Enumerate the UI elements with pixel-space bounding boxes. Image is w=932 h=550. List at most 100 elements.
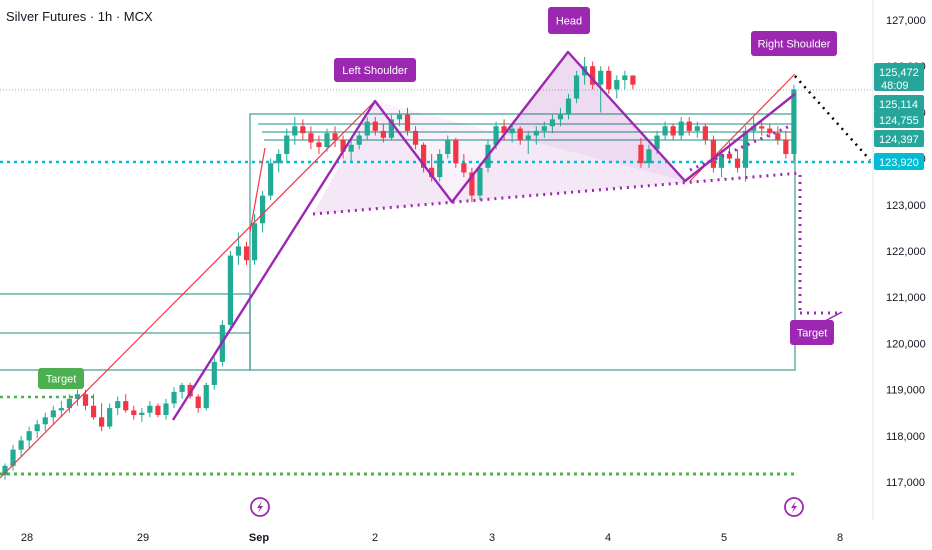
candle-body [445, 140, 451, 154]
lightning-icon [250, 497, 270, 517]
candle [533, 126, 539, 145]
candle [18, 435, 24, 457]
lightning-icon [784, 497, 804, 517]
x-tick-label: Sep [249, 532, 269, 544]
candle-body [171, 391, 177, 404]
channel-line [689, 124, 791, 172]
price-tag: 123,920 [874, 153, 924, 170]
annotation-text: Target [46, 374, 77, 386]
candle [517, 126, 523, 145]
candle [783, 130, 789, 159]
candle-body [421, 144, 427, 168]
candle-body [533, 130, 539, 136]
candle [743, 126, 749, 182]
candle-body [590, 66, 596, 85]
neckline [312, 171, 801, 216]
candle-body [573, 75, 580, 99]
candle-body [58, 408, 64, 411]
candle-body [396, 114, 403, 120]
price-tag-text: 123,920 [879, 157, 919, 169]
candle-body [163, 403, 169, 416]
candle-body [147, 405, 153, 413]
pattern-fill [313, 52, 795, 214]
candle-body [195, 396, 201, 409]
candle [702, 123, 708, 145]
y-tick-label: 122,000 [886, 246, 926, 258]
candle [501, 119, 507, 141]
candle-body [726, 153, 733, 159]
y-tick-label: 117,000 [886, 477, 925, 489]
candle [718, 149, 725, 178]
candle [445, 135, 451, 159]
candle [638, 137, 644, 168]
annotation-text: Right Shoulder [758, 39, 831, 51]
candle [74, 389, 81, 406]
candle-body [131, 410, 137, 416]
candle-body [412, 130, 419, 145]
candle [557, 107, 564, 127]
candle-body [678, 121, 684, 136]
candle-body [461, 163, 467, 173]
candle [404, 107, 411, 136]
candle [66, 394, 72, 413]
candle [412, 126, 419, 150]
candle-body [630, 75, 636, 85]
candle-body [437, 153, 443, 178]
y-tick-label: 119,000 [886, 385, 925, 397]
candle-body [710, 140, 716, 168]
candle [767, 123, 773, 138]
candles [2, 56, 797, 480]
candle-body [300, 126, 306, 134]
trend-line [249, 147, 266, 233]
candle [26, 426, 32, 450]
candle-body [260, 195, 266, 224]
range-box [249, 113, 796, 371]
candle-body [622, 75, 628, 81]
candle-body [90, 405, 97, 418]
candle [775, 126, 781, 145]
candle [34, 419, 40, 439]
candle-body [251, 223, 258, 261]
candle-body [751, 126, 757, 131]
chart-title: Silver Futures · 1h · MCX [6, 9, 153, 24]
annotation-text: Target [797, 328, 828, 340]
annotation-box [790, 320, 834, 345]
lightning-icon-bolt [791, 501, 797, 513]
candle-body [340, 140, 346, 152]
price-tag-text: 124,397 [879, 134, 919, 146]
candle [364, 117, 370, 141]
candle-body [469, 172, 475, 196]
candle-body [702, 126, 708, 141]
candle-body [324, 133, 330, 148]
candle-body [107, 408, 113, 427]
candle [670, 123, 676, 141]
candle-body [332, 133, 338, 141]
candle [195, 394, 201, 413]
candle [308, 126, 314, 150]
candle-body [18, 440, 24, 450]
candle [791, 84, 797, 161]
candle [332, 126, 338, 148]
candle [421, 142, 427, 173]
trend-line [0, 100, 376, 479]
candle [324, 128, 330, 152]
candle-body [606, 70, 612, 90]
annotation-box [38, 368, 84, 389]
candle [396, 110, 403, 127]
candle-body [565, 98, 572, 115]
candle [469, 167, 475, 203]
candle-body [292, 126, 298, 136]
candle [179, 382, 185, 399]
candle-body [654, 135, 660, 150]
candle [573, 70, 580, 104]
candle-body [509, 128, 515, 134]
candle [606, 66, 612, 94]
candle-body [276, 153, 282, 164]
candle [662, 121, 668, 141]
candle [372, 117, 378, 136]
price-tag-box [874, 111, 924, 128]
candle [356, 130, 362, 150]
candle [316, 135, 322, 154]
candle-body [549, 119, 555, 127]
